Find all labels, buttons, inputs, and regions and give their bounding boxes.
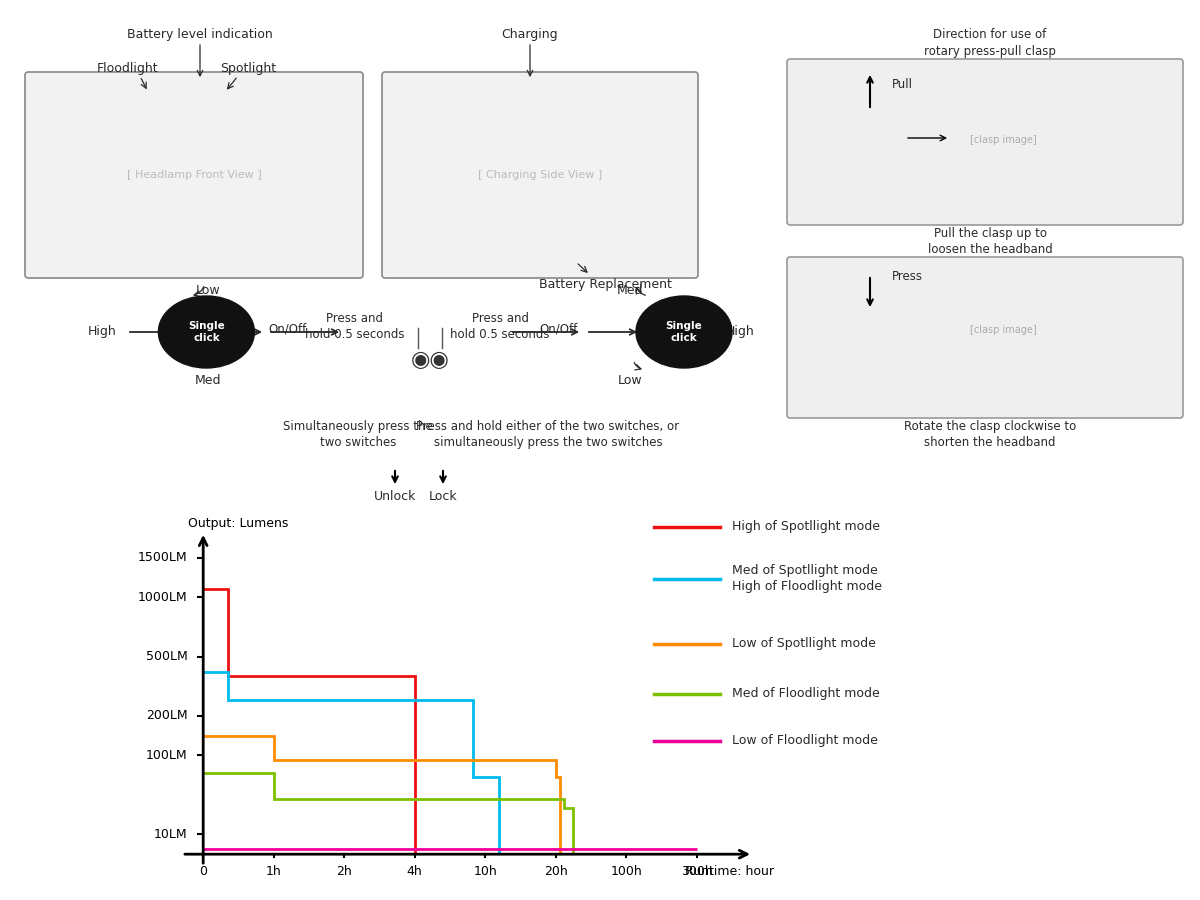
FancyBboxPatch shape [25,72,364,278]
Text: shorten the headband: shorten the headband [924,436,1056,449]
Text: Low of Spotllight mode: Low of Spotllight mode [732,637,876,650]
Text: hold 0.5 seconds: hold 0.5 seconds [450,328,550,341]
FancyBboxPatch shape [787,59,1183,225]
Text: Press: Press [892,270,923,283]
Text: Single
click: Single click [188,321,224,343]
Text: 1500LM: 1500LM [138,551,187,564]
Text: 200LM: 200LM [146,709,187,723]
Text: High of Spotllight mode: High of Spotllight mode [732,520,880,533]
Text: loosen the headband: loosen the headband [928,243,1052,256]
Text: On/Off: On/Off [540,322,578,335]
Text: [clasp image]: [clasp image] [970,325,1037,335]
Text: two switches: two switches [320,436,396,449]
Text: Charging: Charging [502,28,558,41]
Text: Spotlight: Spotlight [220,62,276,75]
Text: ◉◉: ◉◉ [410,350,449,370]
Text: 100LM: 100LM [146,749,187,761]
Text: High: High [88,326,116,338]
Text: Low: Low [618,374,642,387]
Text: Med: Med [194,374,221,387]
Text: Pull the clasp up to: Pull the clasp up to [934,227,1046,240]
Text: On/Off: On/Off [268,322,306,335]
Text: Floodlight: Floodlight [97,62,158,75]
Text: Rotate the clasp clockwise to: Rotate the clasp clockwise to [904,420,1076,433]
Text: Single
click: Single click [666,321,702,343]
Text: Lock: Lock [428,490,457,503]
Text: [ Charging Side View ]: [ Charging Side View ] [478,170,602,180]
Text: Unlock: Unlock [374,490,416,503]
Text: 4h: 4h [407,865,422,878]
Text: 500LM: 500LM [146,650,187,663]
Text: Runtime: hour: Runtime: hour [685,865,774,878]
Text: 0: 0 [199,865,208,878]
Text: Pull: Pull [892,78,913,91]
Text: Low: Low [196,284,221,297]
Text: Med of Floodlight mode: Med of Floodlight mode [732,688,880,700]
Text: rotary press-pull clasp: rotary press-pull clasp [924,45,1056,58]
Text: Press and hold either of the two switches, or: Press and hold either of the two switche… [416,420,679,433]
Text: Med: Med [617,284,643,297]
Text: hold 0.5 seconds: hold 0.5 seconds [305,328,404,341]
Text: [ Headlamp Front View ]: [ Headlamp Front View ] [127,170,262,180]
Text: High: High [726,326,755,338]
Text: Low of Floodlight mode: Low of Floodlight mode [732,734,878,747]
Text: Battery Replacement: Battery Replacement [539,278,672,291]
Text: 300h: 300h [680,865,713,878]
Text: 20h: 20h [544,865,568,878]
Text: [clasp image]: [clasp image] [970,135,1037,145]
Text: 2h: 2h [336,865,352,878]
Text: Press and: Press and [472,312,528,325]
FancyBboxPatch shape [382,72,698,278]
Text: 1000LM: 1000LM [138,590,187,604]
Text: Simultaneously press the: Simultaneously press the [283,420,433,433]
Text: Battery level indication: Battery level indication [127,28,272,41]
FancyBboxPatch shape [787,257,1183,418]
Text: Direction for use of: Direction for use of [934,28,1046,41]
Text: 1h: 1h [265,865,282,878]
Text: Output: Lumens: Output: Lumens [187,517,288,530]
Text: simultaneously press the two switches: simultaneously press the two switches [433,436,662,449]
Text: Press and: Press and [326,312,384,325]
Text: 10LM: 10LM [154,828,187,841]
Text: Med of Spotllight mode
High of Floodlight mode: Med of Spotllight mode High of Floodligh… [732,564,882,593]
Text: 10h: 10h [473,865,497,878]
Text: 100h: 100h [611,865,642,878]
